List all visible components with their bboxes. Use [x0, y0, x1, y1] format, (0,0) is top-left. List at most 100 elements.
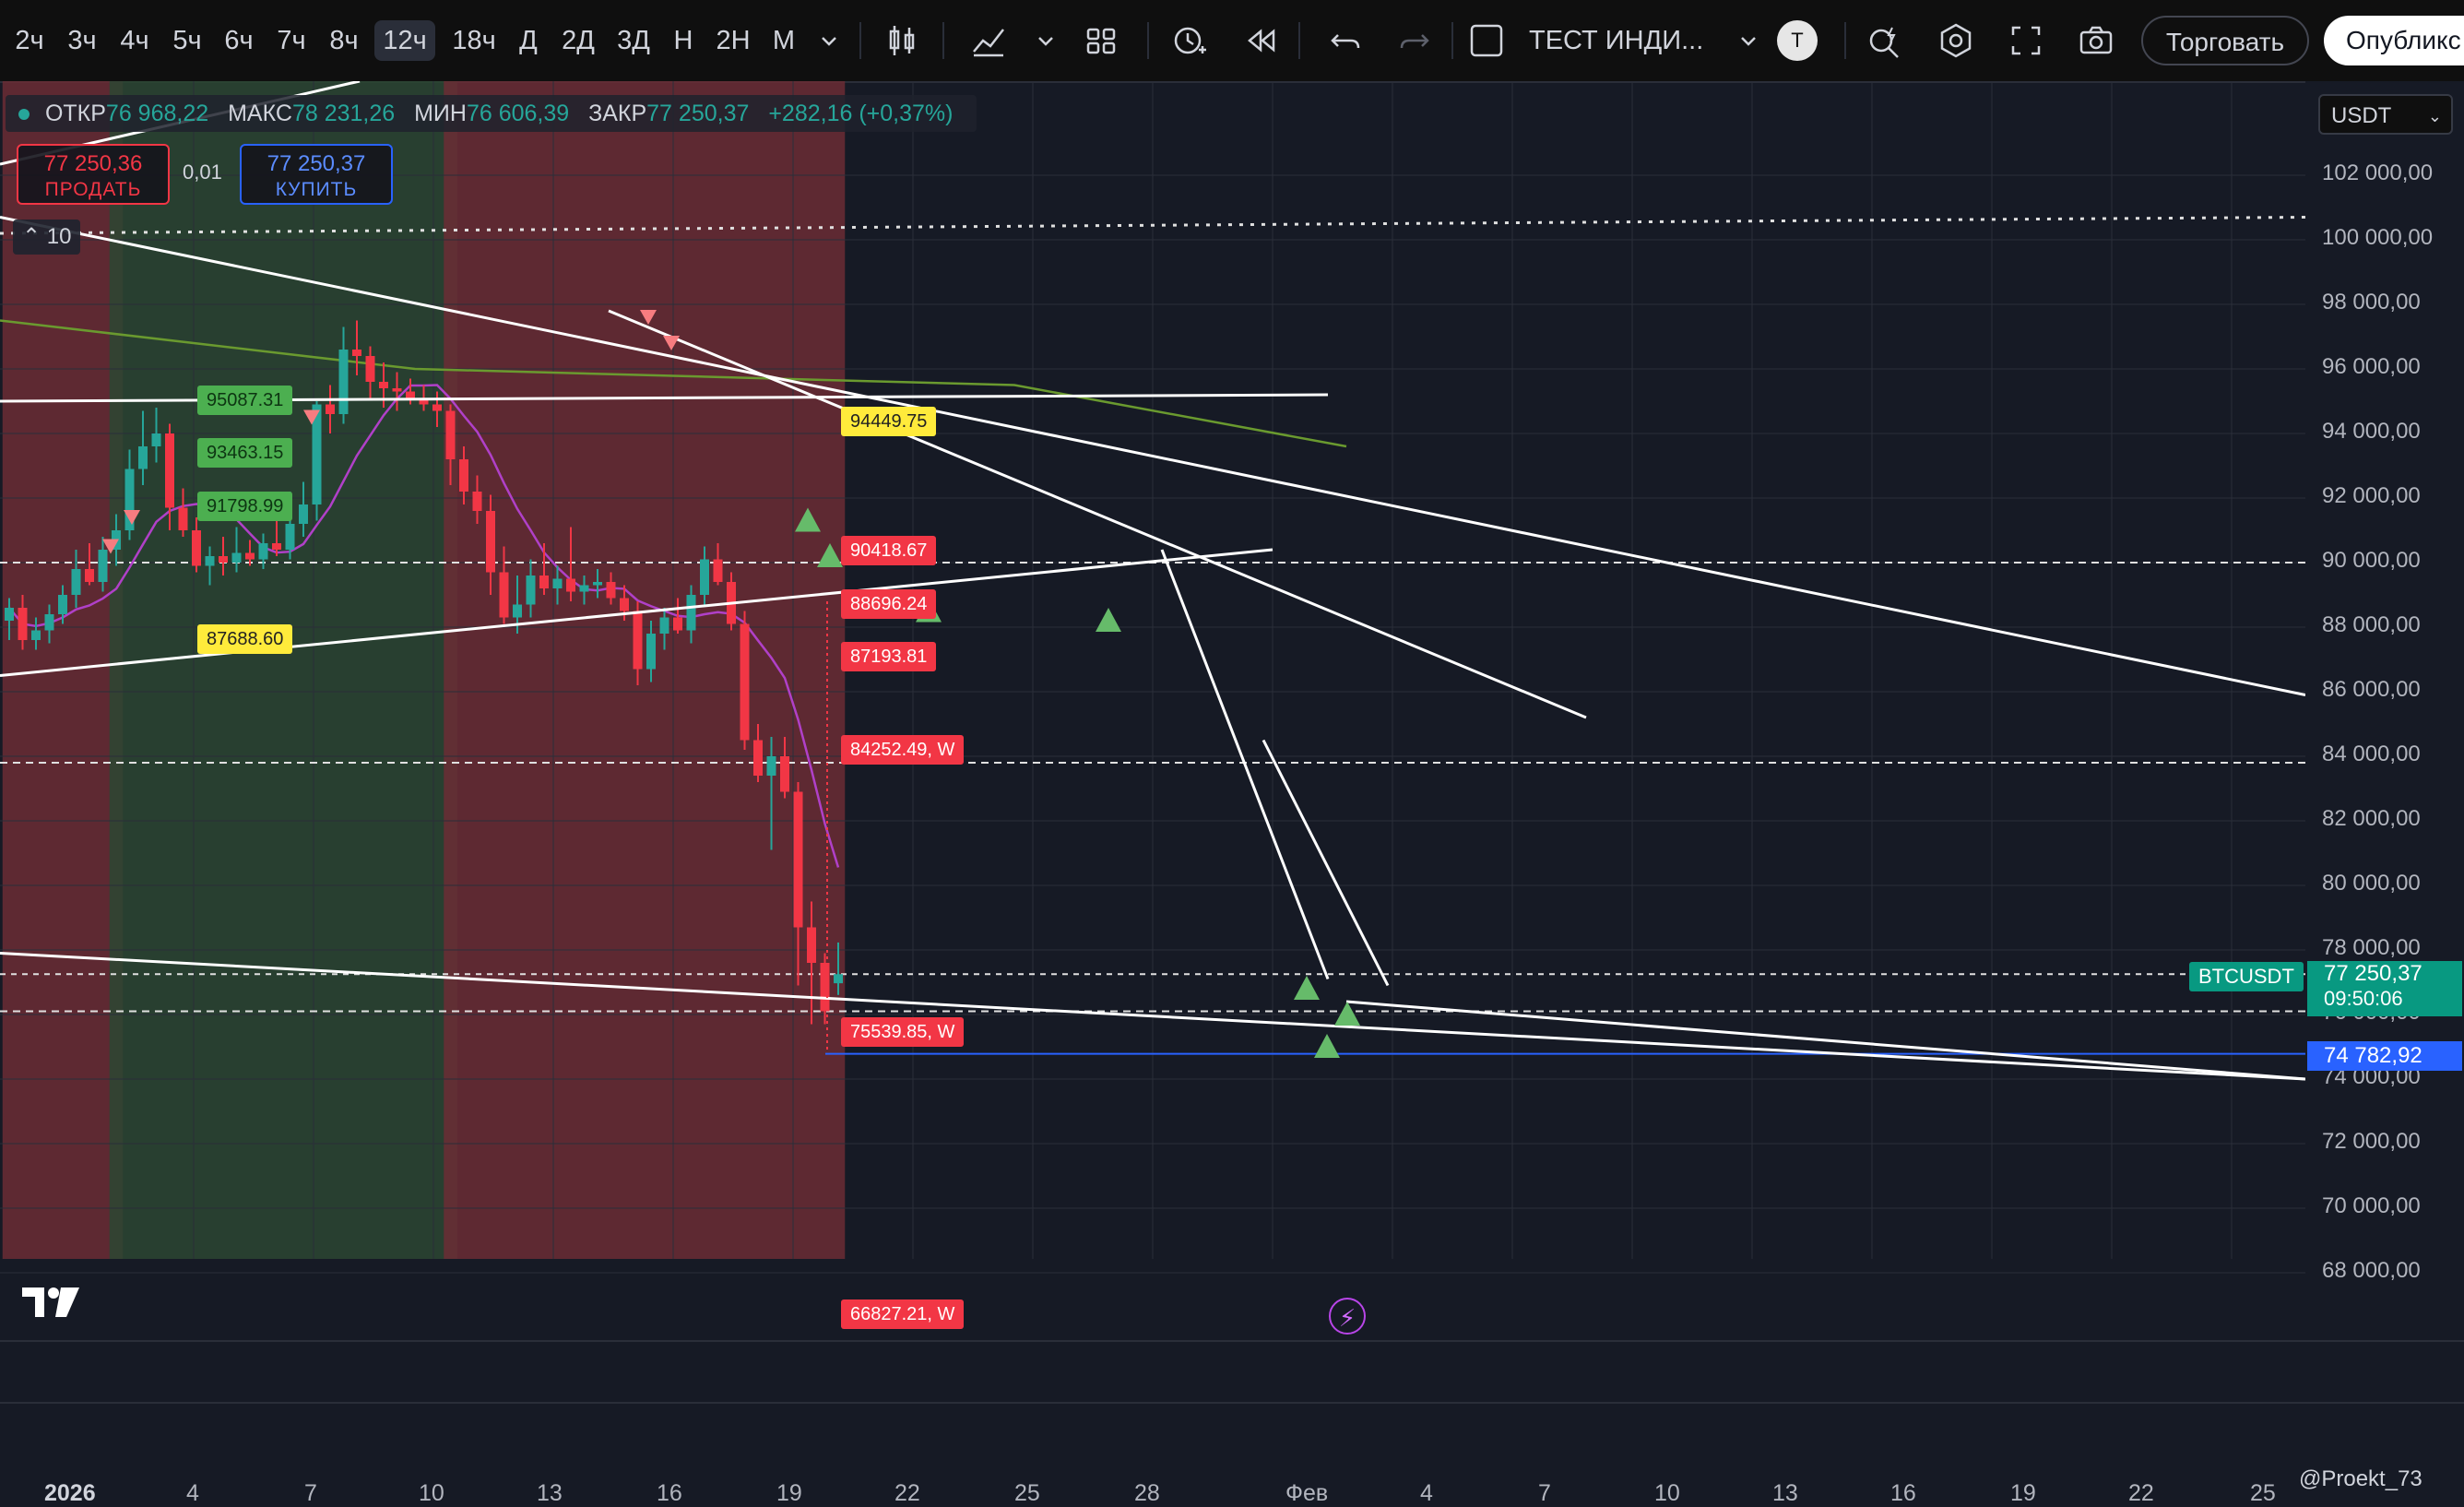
- sell-signal-marker: [124, 510, 140, 525]
- time-tick: 2026: [44, 1480, 96, 1506]
- candle-body: [312, 404, 322, 504]
- alert-icon[interactable]: [1169, 20, 1210, 61]
- interval-6h[interactable]: 6ч: [224, 26, 254, 55]
- level-tag-red: 88696.24: [841, 589, 937, 619]
- bar-countdown: 09:50:06: [2324, 987, 2403, 1010]
- symbol-tag: BTCUSDT: [2189, 962, 2304, 991]
- buy-label: КУПИТЬ: [275, 179, 358, 200]
- candles-icon[interactable]: [882, 20, 922, 61]
- price-tick: 88 000,00: [2322, 612, 2421, 637]
- trend-line: [1160, 549, 1330, 980]
- buy-button[interactable]: 77 250,37 КУПИТЬ: [240, 144, 393, 205]
- time-tick: 19: [2010, 1480, 2036, 1506]
- candle-body: [44, 614, 54, 631]
- lightning-icon[interactable]: ⚡: [1329, 1298, 1366, 1335]
- indicators-collapse[interactable]: ⌃ 10: [13, 220, 81, 255]
- candle-body: [18, 608, 28, 640]
- currency-select[interactable]: USDT ⌄: [2318, 94, 2453, 135]
- low-label: МИН: [414, 101, 467, 126]
- checkbox-icon[interactable]: [1466, 20, 1507, 61]
- buy-signal-marker: [1096, 608, 1121, 632]
- candle-body: [673, 617, 682, 631]
- interval-2d[interactable]: 2Д: [562, 26, 595, 55]
- undo-icon[interactable]: [1325, 20, 1366, 61]
- candle-body: [620, 598, 629, 611]
- candle-body: [406, 391, 415, 398]
- interval-3h[interactable]: 3ч: [67, 26, 97, 55]
- level-tag-red: 75539.85, W: [841, 1017, 965, 1047]
- candle-body: [686, 595, 696, 631]
- level-tag-yellow: 87688.60: [197, 624, 293, 654]
- sell-signal-marker: [102, 539, 119, 554]
- interval-2w[interactable]: 2Н: [716, 26, 751, 55]
- time-axis[interactable]: 2026 4 7 10 13 16 19 22 25 28 Фев 4 7 10…: [0, 1340, 2464, 1506]
- trade-button[interactable]: Торговать: [2141, 16, 2309, 65]
- interval-12h[interactable]: 12ч: [374, 20, 435, 61]
- interval-18h[interactable]: 18ч: [452, 26, 496, 55]
- chevron-down-icon[interactable]: [809, 20, 849, 61]
- indicators-icon[interactable]: [968, 20, 1009, 61]
- interval-3d[interactable]: 3Д: [617, 26, 650, 55]
- candle-body: [766, 756, 776, 776]
- candle-body: [445, 410, 456, 459]
- dotted-level: [0, 216, 2305, 235]
- time-tick: 10: [1654, 1480, 1680, 1506]
- chevron-down-icon: ⌄: [2427, 107, 2442, 125]
- candle-body: [98, 550, 108, 582]
- avatar[interactable]: T: [1777, 20, 1818, 61]
- redo-icon[interactable]: [1394, 20, 1435, 61]
- settings-icon[interactable]: [1936, 20, 1976, 61]
- candle-body: [753, 740, 763, 776]
- price-tick: 94 000,00: [2322, 419, 2421, 444]
- layouts-icon[interactable]: [1081, 20, 1121, 61]
- candle-body: [165, 433, 174, 508]
- fullscreen-icon[interactable]: [2006, 20, 2046, 61]
- candle-body: [338, 350, 349, 414]
- time-tick: 4: [1420, 1480, 1433, 1506]
- time-tick: 28: [1134, 1480, 1160, 1506]
- candle-body: [486, 511, 495, 573]
- price-axis[interactable]: 102 000,00 100 000,00 98 000,00 96 000,0…: [2305, 81, 2464, 1340]
- interval-7h[interactable]: 7ч: [277, 26, 306, 55]
- replay-icon[interactable]: [1240, 20, 1281, 61]
- buy-signal-marker: [1314, 1034, 1340, 1058]
- interval-2h[interactable]: 2ч: [15, 26, 44, 55]
- candle-body: [513, 604, 522, 618]
- price-tick: 72 000,00: [2322, 1129, 2421, 1154]
- level-tag-red: 90418.67: [841, 536, 937, 565]
- indicator-name[interactable]: ТЕСТ ИНДИ...: [1529, 26, 1704, 55]
- price-tick: 82 000,00: [2322, 806, 2421, 831]
- time-tick: 13: [1772, 1480, 1798, 1506]
- status-dot-icon: [18, 109, 30, 121]
- zone-red: [444, 81, 846, 1259]
- interval-4h[interactable]: 4ч: [120, 26, 149, 55]
- quick-search-icon[interactable]: [1865, 20, 1905, 61]
- chevron-down-icon[interactable]: [1728, 20, 1769, 61]
- interval-5h[interactable]: 5ч: [172, 26, 202, 55]
- candle-body: [85, 569, 94, 582]
- sell-button[interactable]: 77 250,36 ПРОДАТЬ: [17, 144, 170, 205]
- indicator-count: 10: [46, 224, 72, 249]
- sell-signal-marker: [303, 409, 320, 425]
- interval-d[interactable]: Д: [519, 26, 538, 55]
- tradingview-logo-icon[interactable]: [20, 1284, 81, 1321]
- price-tick: 100 000,00: [2322, 225, 2434, 250]
- time-tick: 22: [2128, 1480, 2154, 1506]
- candle-body: [365, 356, 375, 382]
- change-value: +282,16 (+0,37%): [768, 101, 954, 126]
- publish-button[interactable]: Опубликс: [2324, 16, 2464, 65]
- camera-icon[interactable]: [2076, 20, 2116, 61]
- time-tick: 16: [657, 1480, 682, 1506]
- interval-w[interactable]: Н: [673, 26, 693, 55]
- time-tick: 7: [1538, 1480, 1551, 1506]
- buy-signal-marker: [795, 507, 821, 532]
- candle-body: [834, 974, 843, 984]
- interval-m[interactable]: М: [772, 26, 796, 55]
- time-tick: 22: [894, 1480, 920, 1506]
- interval-8h[interactable]: 8ч: [329, 26, 359, 55]
- candle-body: [352, 350, 361, 356]
- level-tag-green: 95087.31: [197, 386, 293, 415]
- chevron-down-icon[interactable]: [1025, 20, 1066, 61]
- zone-green: [109, 81, 457, 1259]
- chart-pane[interactable]: [0, 81, 2305, 1340]
